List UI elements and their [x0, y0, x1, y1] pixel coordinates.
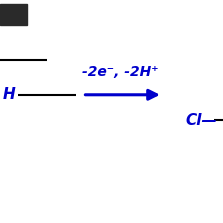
Text: Cl—: Cl—	[185, 113, 217, 128]
Text: H: H	[2, 87, 15, 102]
Text: -2e⁻, -2H⁺: -2e⁻, -2H⁺	[82, 65, 159, 79]
Bar	[0, 4, 27, 25]
